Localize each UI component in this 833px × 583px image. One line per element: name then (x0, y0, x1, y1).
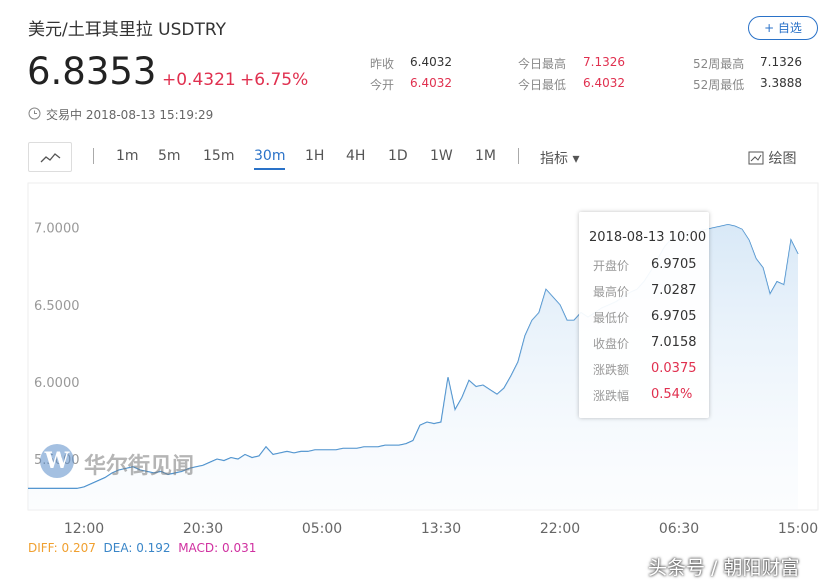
stat-value: 7.1326 (583, 55, 625, 69)
stat-value: 7.1326 (760, 55, 802, 69)
macd: MACD: 0.031 (178, 541, 257, 555)
tooltip-value: 6.9705 (651, 257, 697, 272)
y-tick-label: 6.0000 (34, 376, 80, 391)
status: 交易中 2018-08-13 15:19:29 (46, 108, 214, 122)
change: +0.4321 (162, 70, 236, 90)
indicator-menu[interactable]: 指标 ▾ (540, 151, 580, 167)
tooltip-value: 7.0287 (651, 283, 697, 298)
tooltip-label: 最低价 (593, 311, 630, 325)
x-tick-label: 13:30 (421, 521, 461, 537)
stat-label: 昨收 (370, 57, 395, 71)
stat-label: 52周最低 (693, 78, 745, 92)
draw-label: 绘图 (768, 151, 797, 167)
stat-value: 6.4032 (583, 76, 625, 90)
stat-value: 6.4032 (410, 55, 452, 69)
x-tick-label: 20:30 (183, 521, 223, 537)
macd-legend: DIFF: 0.207 DEA: 0.192 MACD: 0.031 (28, 541, 256, 555)
price: 6.8353 (27, 50, 157, 93)
stat-value: 3.3888 (760, 76, 802, 90)
x-tick-label: 15:00 (778, 521, 818, 537)
draw-button[interactable]: 绘图 (748, 148, 796, 168)
logo-mark: W (40, 444, 74, 478)
interval-button[interactable]: 15m (203, 148, 235, 164)
tooltip-label: 收盘价 (593, 337, 630, 351)
x-tick-label: 22:00 (540, 521, 580, 537)
tooltip-value: 0.0375 (651, 361, 697, 376)
dea: DEA: 0.192 (103, 541, 171, 555)
interval-button[interactable]: 1H (305, 148, 325, 164)
tooltip-value: 7.0158 (651, 335, 697, 350)
separator (93, 148, 94, 164)
indicator-label: 指标 (540, 151, 568, 167)
y-tick-label: 6.5000 (34, 299, 80, 314)
tooltip-label: 涨跌幅 (593, 389, 630, 403)
tooltip-value: 6.9705 (651, 309, 697, 324)
area (28, 224, 798, 510)
tooltip-date: 2018-08-13 10:00 (589, 230, 707, 245)
clock-icon (28, 107, 41, 120)
stat-label: 今日最高 (518, 57, 567, 71)
interval-button[interactable]: 1M (475, 148, 496, 164)
source-watermark: 头条号 / 朝阳财富 (648, 557, 800, 579)
title: 美元/土耳其里拉 USDTRY (28, 20, 226, 40)
chart-type-button[interactable] (28, 142, 72, 172)
separator (518, 148, 519, 164)
tooltip-label: 涨跌额 (593, 363, 630, 377)
x-tick-label: 12:00 (64, 521, 104, 537)
stat-value: 6.4032 (410, 76, 452, 90)
x-tick-label: 06:30 (659, 521, 699, 537)
interval-button[interactable]: 4H (346, 148, 366, 164)
interval-button[interactable]: 1D (388, 148, 408, 164)
interval-button[interactable]: 1m (116, 148, 139, 164)
logo-watermark: 华尔街见闻 (84, 453, 195, 479)
tooltip-value: 0.54% (651, 387, 693, 402)
stat-label: 今开 (370, 78, 395, 92)
diff: DIFF: 0.207 (28, 541, 96, 555)
tooltip-label: 最高价 (593, 285, 630, 299)
interval-button[interactable]: 5m (158, 148, 181, 164)
watch-button[interactable]: + 自选 (748, 16, 818, 40)
tooltip: 2018-08-13 10:00 开盘价 6.9705 最高价 7.0287 最低价 6.… (579, 212, 709, 418)
stat-label: 今日最低 (518, 78, 567, 92)
x-tick-label: 05:00 (302, 521, 342, 537)
interval-button[interactable]: 1W (430, 148, 453, 164)
stat-label: 52周最高 (693, 57, 745, 71)
change-pct: +6.75% (240, 70, 309, 90)
tooltip-label: 开盘价 (593, 259, 630, 273)
interval-button[interactable]: 30m (254, 148, 286, 170)
y-tick-label: 7.0000 (34, 222, 80, 237)
